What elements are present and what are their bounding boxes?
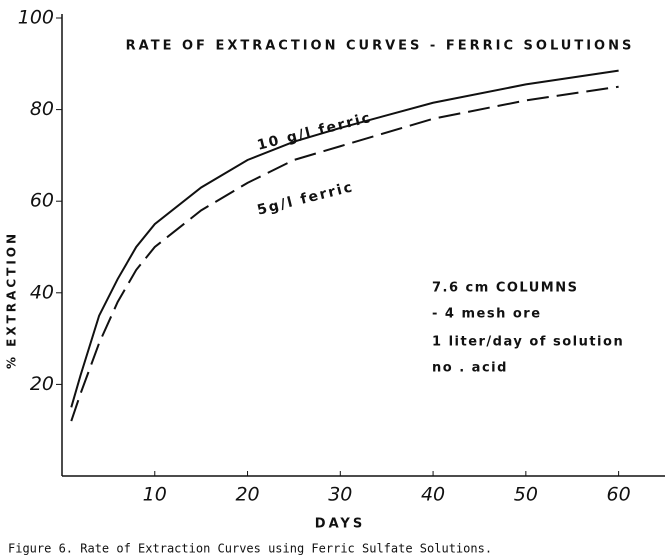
note: 7.6 cm COLUMNS — [432, 281, 578, 296]
x-tick-label: 30 — [328, 484, 352, 506]
series-line — [70, 85, 619, 422]
series-line — [70, 69, 619, 408]
y-axis-label: % EXTRACTION — [5, 231, 19, 369]
note: - 4 mesh ore — [432, 307, 542, 322]
chart-title: RATE OF EXTRACTION CURVES - FERRIC SOLUT… — [126, 39, 635, 54]
y-tick-label: 60 — [30, 190, 54, 212]
x-axis-label: DAYS — [315, 517, 365, 532]
y-tick-label: 100 — [18, 7, 54, 29]
series-label: 5g/l ferric — [256, 179, 356, 218]
note: 1 liter/day of solution — [432, 335, 624, 350]
y-tick-label: 20 — [30, 373, 54, 395]
caption: Figure 6. Rate of Extraction Curves usin… — [8, 542, 492, 556]
x-tick-label: 50 — [514, 484, 538, 506]
x-tick-label: 40 — [421, 484, 445, 506]
x-tick-label: 10 — [143, 484, 167, 506]
x-tick-label: 20 — [235, 484, 259, 506]
note: no . acid — [432, 361, 508, 376]
y-tick-label: 80 — [30, 98, 54, 120]
series-label: 10 g/l ferric — [256, 110, 374, 154]
y-tick-label: 40 — [30, 281, 54, 303]
x-tick-label: 60 — [607, 484, 631, 506]
